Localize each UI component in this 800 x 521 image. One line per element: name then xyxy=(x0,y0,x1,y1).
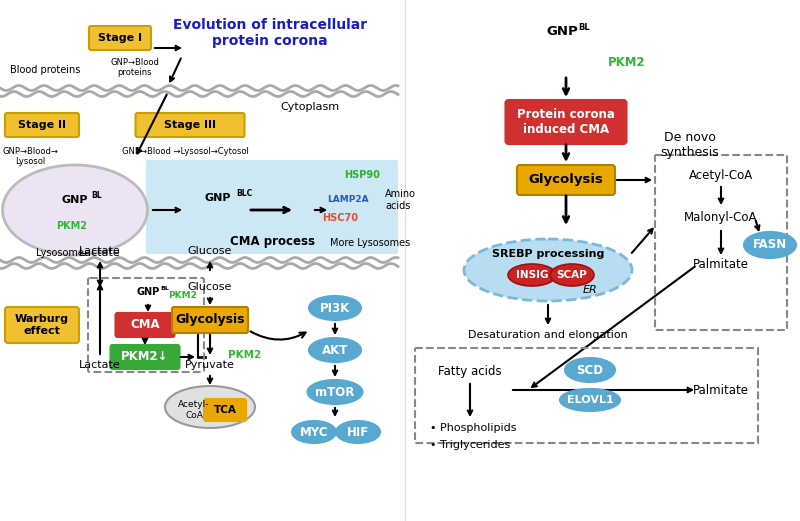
Ellipse shape xyxy=(309,338,361,362)
FancyBboxPatch shape xyxy=(146,160,398,254)
Text: BLC: BLC xyxy=(236,190,252,199)
Text: Evolution of intracellular
protein corona: Evolution of intracellular protein coron… xyxy=(173,18,367,48)
Text: LAMP2A: LAMP2A xyxy=(327,195,369,205)
Text: FASN: FASN xyxy=(753,239,787,252)
Text: ER: ER xyxy=(582,285,598,295)
Text: SREBP processing: SREBP processing xyxy=(492,249,604,259)
Text: HSP90: HSP90 xyxy=(344,170,380,180)
Ellipse shape xyxy=(165,386,255,428)
Text: GNP: GNP xyxy=(546,25,578,38)
Text: Stage III: Stage III xyxy=(164,120,216,130)
FancyBboxPatch shape xyxy=(172,307,248,333)
Text: PKM2: PKM2 xyxy=(608,56,646,68)
Ellipse shape xyxy=(464,239,632,301)
Ellipse shape xyxy=(2,165,147,255)
Ellipse shape xyxy=(292,421,336,443)
Text: Palmitate: Palmitate xyxy=(693,383,749,396)
Text: Glycolysis: Glycolysis xyxy=(529,173,603,187)
Text: Lysosome: Lysosome xyxy=(36,248,84,258)
Text: Glucose: Glucose xyxy=(188,282,232,292)
Text: PKM2: PKM2 xyxy=(168,292,197,301)
Text: Stage I: Stage I xyxy=(98,33,142,43)
Text: Cytoplasm: Cytoplasm xyxy=(281,102,339,112)
Ellipse shape xyxy=(550,264,594,286)
Text: INSIG: INSIG xyxy=(516,270,548,280)
Text: GNP: GNP xyxy=(205,193,231,203)
Ellipse shape xyxy=(508,264,556,286)
Text: Lactate: Lactate xyxy=(79,246,121,256)
Text: Pyruvate: Pyruvate xyxy=(185,360,235,370)
FancyBboxPatch shape xyxy=(506,100,626,144)
Text: ELOVL1: ELOVL1 xyxy=(566,395,614,405)
Ellipse shape xyxy=(744,232,796,258)
FancyBboxPatch shape xyxy=(517,165,615,195)
Text: GNP: GNP xyxy=(136,287,160,297)
Text: Warburg
effect: Warburg effect xyxy=(15,314,69,336)
Text: HIF: HIF xyxy=(347,426,369,439)
Text: SCAP: SCAP xyxy=(557,270,587,280)
FancyBboxPatch shape xyxy=(5,113,79,137)
Text: GNP→Blood
proteins: GNP→Blood proteins xyxy=(110,58,159,78)
Text: SCD: SCD xyxy=(577,364,603,377)
Text: PKM2: PKM2 xyxy=(57,221,87,231)
Text: Acetyl-CoA: Acetyl-CoA xyxy=(689,168,753,181)
Text: Desaturation and elongation: Desaturation and elongation xyxy=(468,330,628,340)
Text: • Triglycerides: • Triglycerides xyxy=(430,440,510,450)
Text: • Phospholipids: • Phospholipids xyxy=(430,423,517,433)
Ellipse shape xyxy=(565,358,615,382)
Ellipse shape xyxy=(307,380,362,404)
Text: AKT: AKT xyxy=(322,343,348,356)
FancyBboxPatch shape xyxy=(5,307,79,343)
Text: GNP→Blood →Lysosol→Cytosol: GNP→Blood →Lysosol→Cytosol xyxy=(122,147,249,156)
Text: PKM2: PKM2 xyxy=(228,350,262,360)
Text: mTOR: mTOR xyxy=(315,386,354,399)
Text: Acetyl-
CoA: Acetyl- CoA xyxy=(178,400,210,420)
Text: CMA: CMA xyxy=(130,318,160,331)
Text: PI3K: PI3K xyxy=(320,302,350,315)
Text: Malonyl-CoA: Malonyl-CoA xyxy=(684,212,758,225)
Text: More Lysosomes: More Lysosomes xyxy=(330,238,410,248)
Text: HSC70: HSC70 xyxy=(322,213,358,223)
Text: MYC: MYC xyxy=(300,426,328,439)
Text: GNP→Blood→
Lysosol: GNP→Blood→ Lysosol xyxy=(2,147,58,166)
FancyBboxPatch shape xyxy=(135,113,245,137)
FancyBboxPatch shape xyxy=(110,345,179,369)
Text: Glucose: Glucose xyxy=(188,246,232,256)
Text: Protein corona
induced CMA: Protein corona induced CMA xyxy=(517,108,615,136)
FancyBboxPatch shape xyxy=(89,26,151,50)
Text: BL: BL xyxy=(578,23,590,32)
Ellipse shape xyxy=(560,389,620,411)
Text: PKM2↓: PKM2↓ xyxy=(122,351,169,364)
FancyBboxPatch shape xyxy=(115,313,174,337)
Text: Lactate: Lactate xyxy=(79,360,121,370)
Text: De novo
synthesis: De novo synthesis xyxy=(661,131,719,159)
Text: Stage II: Stage II xyxy=(18,120,66,130)
Text: BL: BL xyxy=(91,192,102,201)
Text: Glycolysis: Glycolysis xyxy=(175,314,245,327)
FancyBboxPatch shape xyxy=(204,399,246,421)
Text: Palmitate: Palmitate xyxy=(693,258,749,271)
Text: Lactate: Lactate xyxy=(79,248,121,258)
Text: CMA process: CMA process xyxy=(230,235,314,248)
Ellipse shape xyxy=(336,421,380,443)
Text: BL: BL xyxy=(160,286,169,291)
Text: Amino
acids: Amino acids xyxy=(385,189,416,211)
Text: Fatty acids: Fatty acids xyxy=(438,366,502,378)
Text: TCA: TCA xyxy=(214,405,237,415)
Text: GNP: GNP xyxy=(62,195,88,205)
Ellipse shape xyxy=(309,296,361,320)
Text: Blood proteins: Blood proteins xyxy=(10,65,80,75)
